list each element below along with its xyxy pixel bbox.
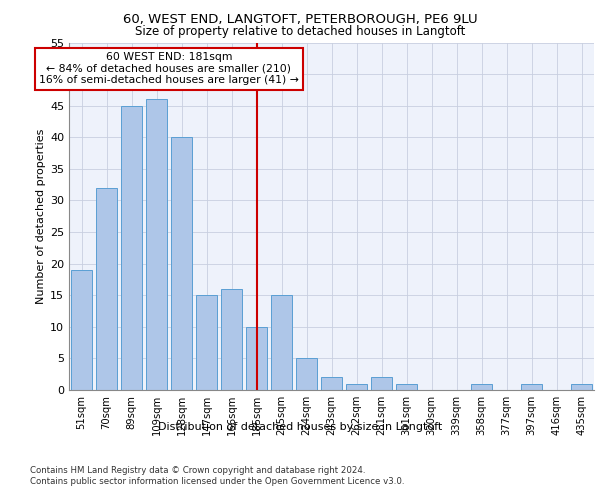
Bar [246, 327, 267, 390]
Text: Size of property relative to detached houses in Langtoft: Size of property relative to detached ho… [135, 25, 465, 38]
Bar [196, 295, 217, 390]
Bar [321, 378, 342, 390]
Bar [271, 295, 292, 390]
Bar [371, 378, 392, 390]
Text: 60, WEST END, LANGTOFT, PETERBOROUGH, PE6 9LU: 60, WEST END, LANGTOFT, PETERBOROUGH, PE… [122, 12, 478, 26]
Bar [346, 384, 367, 390]
Text: Contains HM Land Registry data © Crown copyright and database right 2024.: Contains HM Land Registry data © Crown c… [30, 466, 365, 475]
Bar [171, 138, 192, 390]
Bar [396, 384, 417, 390]
Bar [71, 270, 92, 390]
Bar [296, 358, 317, 390]
Text: Distribution of detached houses by size in Langtoft: Distribution of detached houses by size … [158, 422, 442, 432]
Bar [121, 106, 142, 390]
Bar [96, 188, 117, 390]
Bar [521, 384, 542, 390]
Text: Contains public sector information licensed under the Open Government Licence v3: Contains public sector information licen… [30, 478, 404, 486]
Bar [571, 384, 592, 390]
Bar [146, 100, 167, 390]
Bar [471, 384, 492, 390]
Y-axis label: Number of detached properties: Number of detached properties [36, 128, 46, 304]
Bar [221, 289, 242, 390]
Text: 60 WEST END: 181sqm
← 84% of detached houses are smaller (210)
16% of semi-detac: 60 WEST END: 181sqm ← 84% of detached ho… [39, 52, 299, 85]
